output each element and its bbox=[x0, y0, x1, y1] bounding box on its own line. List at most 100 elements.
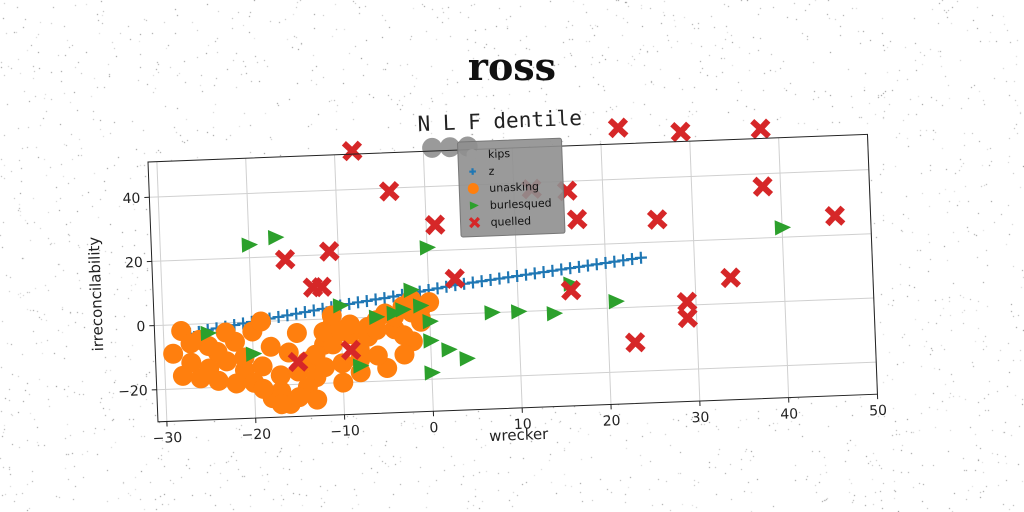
figure-suptitle: ross bbox=[467, 44, 557, 89]
point-burlesqued bbox=[608, 294, 625, 310]
legend-label-kips: kips bbox=[488, 147, 511, 161]
point-z bbox=[387, 290, 400, 303]
series-unasking bbox=[163, 289, 440, 415]
x-tick-label: −20 bbox=[241, 426, 271, 443]
point-unasking bbox=[289, 387, 310, 408]
point-z bbox=[431, 282, 444, 295]
legend-marker-z bbox=[469, 168, 476, 175]
point-z bbox=[360, 294, 373, 308]
y-tick-label: 20 bbox=[125, 255, 143, 272]
point-unasking bbox=[250, 311, 271, 332]
point-quelled bbox=[677, 307, 699, 329]
point-unasking bbox=[394, 344, 415, 365]
point-burlesqued bbox=[546, 306, 564, 322]
point-z bbox=[307, 304, 320, 317]
point-quelled bbox=[311, 276, 333, 298]
point-burlesqued bbox=[441, 342, 458, 358]
point-quelled bbox=[607, 117, 629, 139]
point-quelled bbox=[676, 291, 698, 313]
point-unasking bbox=[286, 322, 307, 343]
point-burlesqued bbox=[484, 305, 501, 321]
legend-marker-burlesqued bbox=[469, 201, 479, 210]
point-quelled bbox=[424, 214, 446, 236]
point-unasking bbox=[307, 389, 328, 410]
point-unasking bbox=[314, 357, 335, 378]
point-unasking bbox=[366, 319, 387, 340]
point-unasking bbox=[253, 378, 274, 399]
series-quelled bbox=[274, 117, 846, 373]
point-quelled bbox=[670, 121, 691, 143]
legend-marker-unasking bbox=[467, 183, 479, 195]
point-burlesqued bbox=[419, 240, 437, 256]
point-unasking bbox=[208, 370, 229, 391]
point-burlesqued bbox=[200, 325, 217, 342]
point-unasking bbox=[271, 394, 292, 415]
point-unasking bbox=[332, 353, 353, 374]
legend-marker-quelled bbox=[468, 216, 481, 229]
point-burlesqued bbox=[459, 351, 476, 367]
y-gridline bbox=[151, 233, 872, 262]
point-unasking bbox=[313, 321, 334, 342]
point-quelled bbox=[444, 268, 466, 290]
point-burlesqued bbox=[352, 358, 370, 374]
point-quelled bbox=[319, 241, 340, 262]
point-unasking bbox=[180, 333, 201, 354]
point-unasking bbox=[260, 336, 281, 357]
plot-axes: −30 −20 −10 0 10 20 30 40 50 −20 0 20 40 wrecker irr… bbox=[85, 117, 887, 447]
point-unasking bbox=[333, 372, 354, 393]
point-unasking bbox=[331, 321, 352, 342]
legend-marker-kips bbox=[466, 149, 478, 161]
point-quelled bbox=[720, 267, 741, 289]
tick-layer: −30 −20 −10 0 10 20 30 40 50 −20 0 20 40 bbox=[118, 191, 887, 447]
legend-label-quelled: quelled bbox=[490, 214, 531, 229]
point-z bbox=[272, 310, 285, 323]
x-tick-label: −10 bbox=[330, 423, 360, 440]
point-burlesqued bbox=[395, 302, 412, 318]
point-quelled bbox=[560, 279, 582, 301]
point-unasking bbox=[216, 351, 237, 372]
point-quelled bbox=[624, 332, 646, 353]
point-quelled bbox=[341, 140, 363, 162]
point-unasking bbox=[190, 368, 211, 389]
point-unasking bbox=[270, 365, 291, 386]
legend-box bbox=[457, 137, 566, 238]
point-quelled bbox=[824, 205, 846, 227]
point-quelled bbox=[752, 176, 774, 197]
point-burlesqued bbox=[241, 237, 259, 253]
x-tick-label: 40 bbox=[780, 406, 798, 423]
series-layer bbox=[163, 117, 846, 415]
y-tick-label: 40 bbox=[122, 191, 140, 208]
point-kips bbox=[422, 137, 443, 158]
x-gridline bbox=[689, 141, 701, 402]
x-tick-label: 30 bbox=[691, 410, 709, 427]
x-gridline bbox=[778, 137, 790, 398]
point-quelled bbox=[340, 339, 362, 361]
x-tick-label: −30 bbox=[152, 430, 182, 447]
point-burlesqued bbox=[267, 230, 285, 246]
series-burlesqued bbox=[200, 220, 792, 381]
point-quelled bbox=[750, 118, 771, 140]
point-unasking bbox=[163, 343, 184, 364]
point-z bbox=[290, 307, 303, 320]
x-tick-label: 50 bbox=[869, 403, 887, 420]
point-unasking bbox=[252, 356, 273, 377]
x-tick-label: 0 bbox=[429, 420, 439, 436]
point-z bbox=[298, 306, 312, 319]
point-burlesqued bbox=[332, 298, 350, 314]
x-tick-label: 20 bbox=[602, 413, 620, 430]
point-burlesqued bbox=[412, 298, 430, 314]
x-tick-label: 10 bbox=[514, 416, 532, 433]
legend-label-z: z bbox=[488, 165, 494, 178]
point-burlesqued bbox=[422, 314, 439, 330]
point-burlesqued bbox=[245, 346, 263, 362]
x-gridline bbox=[422, 151, 434, 412]
point-quelled bbox=[274, 249, 296, 270]
point-burlesqued bbox=[423, 333, 440, 349]
y-tick-label: −20 bbox=[118, 383, 148, 400]
legend-label-unasking: unasking bbox=[489, 180, 539, 195]
point-burlesqued bbox=[510, 304, 528, 320]
point-burlesqued bbox=[386, 305, 403, 322]
x-axis-label: wrecker bbox=[489, 425, 550, 445]
point-quelled bbox=[378, 180, 400, 202]
point-quelled bbox=[287, 351, 309, 373]
